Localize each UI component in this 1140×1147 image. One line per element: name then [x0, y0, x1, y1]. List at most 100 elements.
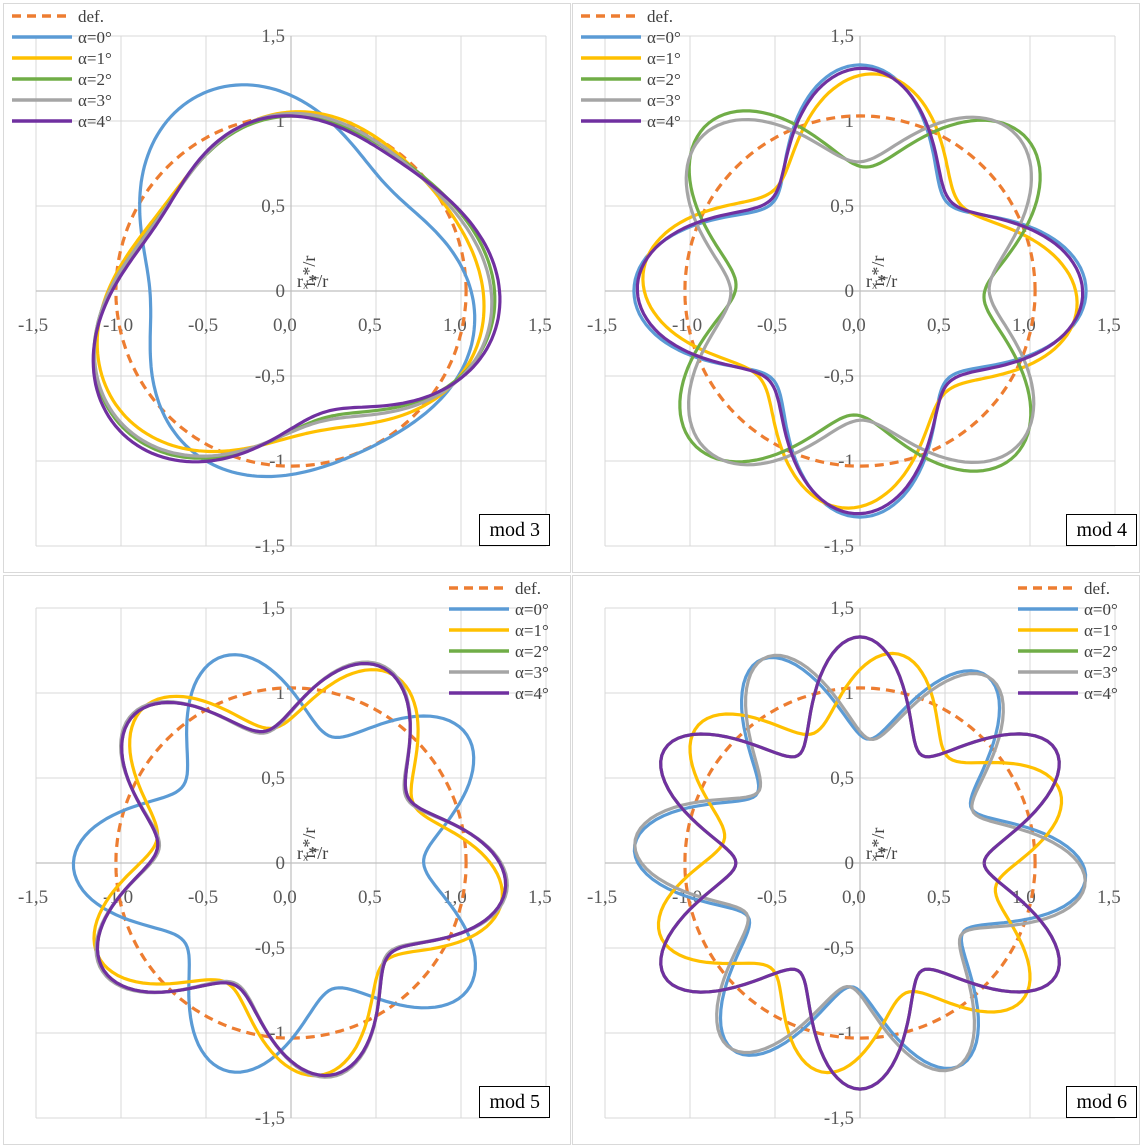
- series-line-1: [632, 656, 1088, 1070]
- y-tick-label: -1,5: [824, 1108, 854, 1129]
- legend: def. α=0° α=1° α=2° α=3° α=4°: [581, 7, 681, 131]
- series-line-0: [683, 686, 1037, 1040]
- legend-label: α=1°: [515, 621, 549, 640]
- series-line-2: [656, 651, 1064, 1075]
- legend-label: α=0°: [78, 28, 112, 47]
- y-tick-label: 1,5: [830, 26, 854, 47]
- y-tick-label: -1: [838, 451, 854, 472]
- x-tick-label: 1,5: [528, 315, 552, 336]
- y-tick-label: -1: [269, 451, 285, 472]
- x-tick-label: 0,5: [358, 887, 382, 908]
- legend-label: α=4°: [78, 112, 112, 131]
- legend-label: α=3°: [647, 91, 681, 110]
- x-tick-label: 1,5: [528, 887, 552, 908]
- y-tick-label: -1,5: [255, 1108, 285, 1129]
- series-line-5: [95, 662, 508, 1078]
- legend: def. α=0° α=1° α=2° α=3° α=4°: [449, 579, 549, 703]
- y-tick-label: 1: [276, 111, 286, 132]
- legend-label: def.: [647, 7, 673, 26]
- x-tick-label: -1,5: [18, 887, 48, 908]
- x-tick-label: -0,5: [188, 887, 218, 908]
- y-tick-label: -0,5: [255, 366, 285, 387]
- x-tick-label: -1,5: [18, 315, 48, 336]
- y-tick-label: -0,5: [824, 366, 854, 387]
- x-tick-label: -0,5: [757, 887, 787, 908]
- y-tick-label: -1: [838, 1023, 854, 1044]
- chart-svg: -1,5 -1,0 -0,5 0,0 0,5 1,0 1,51,510,50-0,5-1-1…: [12, 7, 552, 557]
- x-tick-label: 1,0: [1012, 315, 1036, 336]
- x-tick-label: 1,0: [443, 315, 467, 336]
- series-line-5: [659, 635, 1061, 1091]
- series-line-4: [92, 111, 494, 458]
- legend-label: α=1°: [1084, 621, 1118, 640]
- series-line-3: [678, 109, 1042, 473]
- chart-svg: -1,5 -1,0 -0,5 0,0 0,5 1,0 1,51,510,50-0,5-1-1…: [18, 579, 552, 1129]
- x-tick-label: 0,0: [273, 315, 297, 336]
- x-tick-label: -0,5: [188, 315, 218, 336]
- series-line-3: [95, 662, 508, 1078]
- y-tick-label: 0,5: [261, 768, 285, 789]
- legend-label: α=4°: [647, 112, 681, 131]
- y-axis-label: rᵧ*/r: [299, 828, 320, 859]
- legend-label: α=2°: [1084, 642, 1118, 661]
- chart-panel-mod5: -1,5 -1,0 -0,5 0,0 0,5 1,0 1,5 1,5 1 0,5 0 -0,5 -1 -1…: [3, 575, 571, 1145]
- y-tick-label: 0,5: [830, 196, 854, 217]
- y-tick-label: 1: [276, 683, 286, 704]
- y-tick-label: 1,5: [261, 598, 285, 619]
- x-tick-label: -1,5: [587, 887, 617, 908]
- y-axis-label: rᵧ*/r: [868, 828, 889, 859]
- y-tick-label: 0: [845, 281, 855, 302]
- x-tick-label: 1,5: [1097, 887, 1121, 908]
- x-tick-label: 1,0: [1012, 887, 1036, 908]
- legend: def. α=0° α=1° α=2° α=3° α=4°: [1018, 579, 1118, 703]
- legend-label: α=3°: [78, 91, 112, 110]
- y-tick-label: 1: [845, 111, 855, 132]
- x-tick-label: 1,5: [1097, 315, 1121, 336]
- legend-label: α=1°: [78, 49, 112, 68]
- y-tick-label: -0,5: [255, 938, 285, 959]
- series-curves: [91, 83, 502, 479]
- series-line-4: [684, 115, 1036, 467]
- series-curves: [71, 653, 509, 1079]
- legend-label: α=0°: [515, 600, 549, 619]
- legend-label: α=1°: [647, 49, 681, 68]
- legend-label: def.: [1084, 579, 1110, 598]
- y-tick-label: 0: [276, 281, 286, 302]
- x-axis-label: rₓ*/r: [297, 271, 328, 291]
- legend-label: α=4°: [1084, 684, 1118, 703]
- chart-panel-mod4: -1,5 -1,0 -0,5 0,0 0,5 1,0 1,5 1,5 1 0,5 0 -0,5 -1 -1…: [572, 3, 1140, 573]
- series-line-1: [138, 83, 477, 479]
- series-line-5: [635, 66, 1085, 516]
- x-tick-label: -1,5: [587, 315, 617, 336]
- legend: def. α=0° α=1° α=2° α=3° α=4°: [12, 7, 112, 131]
- legend-label: α=2°: [78, 70, 112, 89]
- x-tick-label: 0,5: [927, 315, 951, 336]
- chart-panel-mod3: -1,5 -1,0 -0,5 0,0 0,5 1,0 1,5 1,5 1 0,5 0 -0,5 -1 -1…: [3, 3, 571, 573]
- legend-label: def.: [78, 7, 104, 26]
- chart-svg: -1,5 -1,0 -0,5 0,0 0,5 1,0 1,51,510,50-0,5-1-1…: [581, 7, 1121, 557]
- y-tick-label: -1,5: [255, 536, 285, 557]
- y-tick-label: 1,5: [261, 26, 285, 47]
- legend-label: α=4°: [515, 684, 549, 703]
- series-line-0: [683, 114, 1037, 468]
- x-tick-label: 0,0: [842, 315, 866, 336]
- legend-label: def.: [515, 579, 541, 598]
- mode-label: mod 6: [1066, 1086, 1137, 1118]
- x-tick-label: -0,5: [757, 315, 787, 336]
- series-curves: [632, 63, 1088, 519]
- x-axis-label: rₓ*/r: [866, 271, 897, 291]
- series-line-4: [94, 660, 509, 1079]
- y-tick-label: 1: [845, 683, 855, 704]
- legend-label: α=2°: [515, 642, 549, 661]
- mode-label: mod 3: [479, 514, 550, 546]
- legend-label: α=2°: [647, 70, 681, 89]
- y-axis-label: rᵧ*/r: [299, 256, 320, 287]
- series-line-2: [641, 72, 1079, 510]
- mode-label: mod 4: [1066, 514, 1137, 546]
- legend-label: α=0°: [647, 28, 681, 47]
- y-tick-label: -0,5: [824, 938, 854, 959]
- x-axis-label: rₓ*/r: [866, 843, 897, 863]
- y-tick-label: 0: [845, 853, 855, 874]
- chart-panel-mod6: -1,5 -1,0 -0,5 0,0 0,5 1,0 1,5 1,5 1 0,5 0 -0,5 -1 -1…: [572, 575, 1140, 1145]
- series-line-2: [92, 668, 504, 1078]
